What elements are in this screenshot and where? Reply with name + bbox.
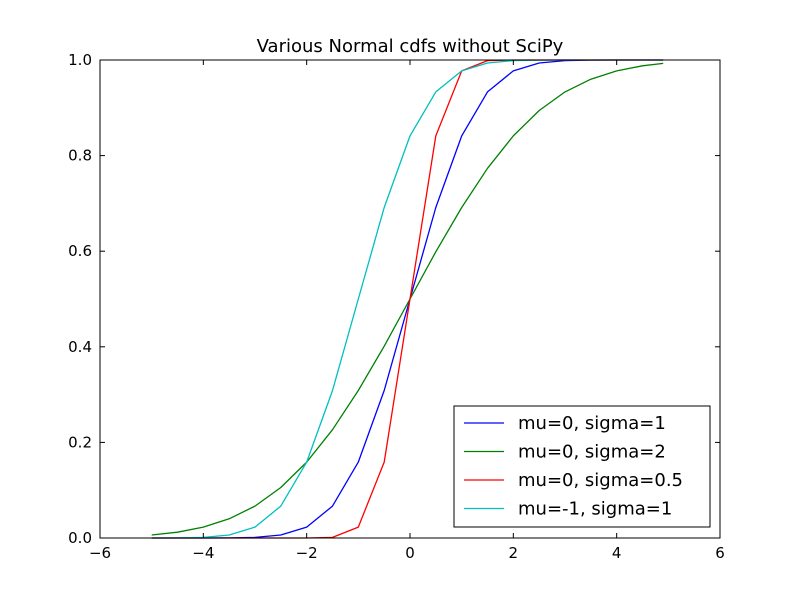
x-tick-label: −2	[296, 544, 318, 562]
legend-label-2: mu=0, sigma=2	[518, 442, 666, 463]
plot-area: −6 −4 −2 0 2 4 6 0.0 0.2 0.4 0.6 0.8 1.0 mu=0, sigma=…	[68, 51, 725, 562]
y-tick-label: 0.8	[68, 147, 92, 165]
y-tick-label: 0.6	[68, 242, 92, 260]
x-tick-label: −6	[89, 544, 111, 562]
legend-label-1: mu=0, sigma=1	[518, 413, 666, 434]
x-tick-label: −4	[192, 544, 214, 562]
x-tick-label: 6	[715, 544, 725, 562]
x-tick-label: 2	[509, 544, 519, 562]
legend-box	[453, 405, 711, 528]
y-tick-label: 0.4	[68, 338, 92, 356]
legend-label-3: mu=0, sigma=0.5	[518, 470, 683, 491]
legend-label-4: mu=-1, sigma=1	[518, 499, 672, 520]
x-tick-label: 4	[612, 544, 622, 562]
y-tick-label: 1.0	[68, 51, 92, 69]
y-tick-label: 0.0	[68, 529, 92, 547]
chart-title: Various Normal cdfs without SciPy	[257, 36, 564, 57]
y-tick-label: 0.2	[68, 433, 92, 451]
x-tick-label: 0	[405, 544, 415, 562]
